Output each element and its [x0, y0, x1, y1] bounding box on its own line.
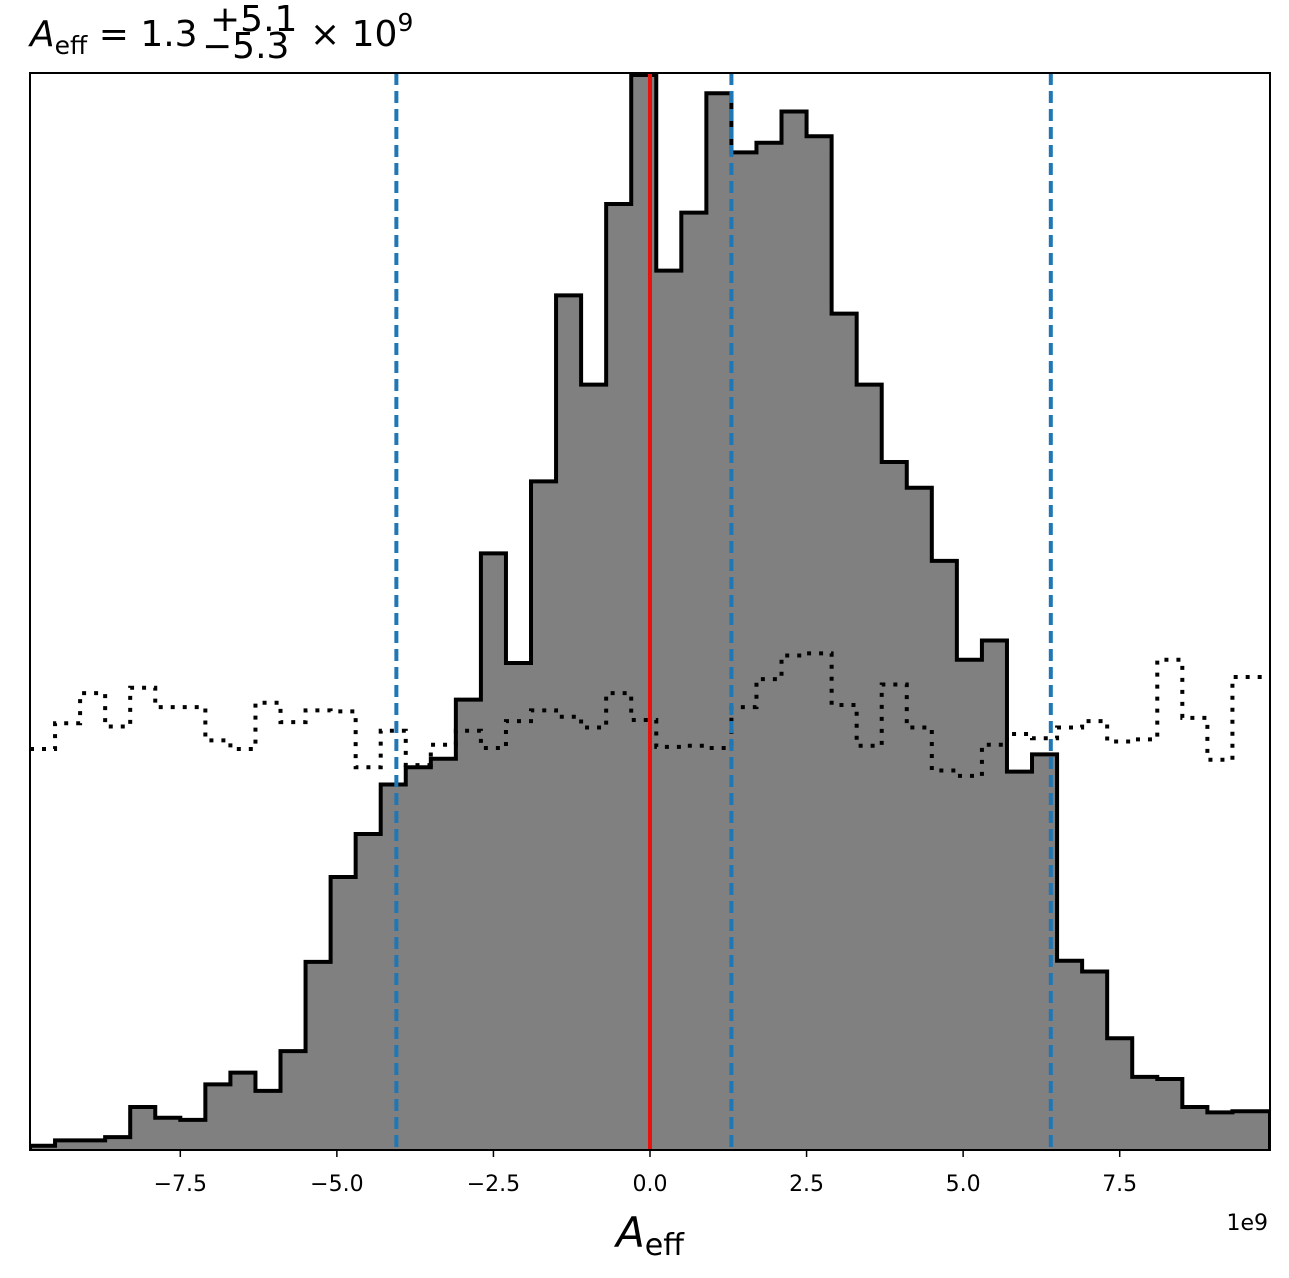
- histogram-bar: [30, 1145, 56, 1150]
- x-axis-ticks: −7.5 −5.0 −2.5 0.0 2.5 5.0 7.5: [154, 1150, 1137, 1197]
- title-lower-error: −5.3: [202, 26, 289, 67]
- histogram-bar: [1182, 1107, 1208, 1150]
- dotted-histogram-outline: [30, 651, 1270, 778]
- histogram-bar: [205, 1084, 232, 1150]
- title-base: 10: [352, 14, 398, 55]
- histogram-bar: [831, 313, 858, 1150]
- histogram-bar: [1157, 1079, 1183, 1150]
- histogram-bar: [405, 767, 432, 1150]
- histogram-bar: [480, 553, 507, 1150]
- histogram-bar: [631, 75, 657, 1150]
- x-tick-label: −7.5: [154, 1172, 207, 1197]
- histogram-bar: [55, 1140, 81, 1150]
- histogram-bar: [180, 1119, 206, 1150]
- x-axis-offset-label: 1e9: [1226, 1211, 1268, 1236]
- histogram-bar: [981, 640, 1008, 1150]
- histogram-bar: [1232, 1111, 1270, 1150]
- histogram-bar: [305, 961, 332, 1150]
- histogram-bar: [606, 204, 632, 1150]
- x-tick-label: 7.5: [1102, 1172, 1137, 1197]
- histogram-bar: [280, 1051, 307, 1150]
- histogram-bar: [105, 1137, 131, 1150]
- histogram-bar: [731, 152, 758, 1150]
- x-axis-label-subscript: eff: [645, 1228, 685, 1263]
- x-axis-label: Aeff: [613, 1208, 685, 1263]
- histogram-bar: [531, 481, 557, 1150]
- histogram-bar: [881, 462, 908, 1150]
- histogram-bar: [706, 93, 733, 1150]
- histogram-bar: [756, 142, 783, 1150]
- x-tick-label: 2.5: [789, 1172, 824, 1197]
- title-scale: × 109: [310, 8, 413, 55]
- title-exponent: 9: [397, 8, 413, 37]
- histogram-bar: [255, 1090, 282, 1150]
- histogram-bar: [1032, 754, 1058, 1150]
- reference-lines: [394, 73, 1053, 1150]
- title-times: ×: [310, 14, 340, 55]
- filled-histogram-outline: [30, 73, 1270, 1150]
- histogram-bar: [931, 560, 958, 1150]
- histogram-bar: [1057, 960, 1083, 1150]
- chart-title: Aeff = 1.3: [28, 14, 198, 60]
- histogram-bar: [355, 833, 382, 1150]
- histogram-bar: [230, 1072, 257, 1150]
- histogram-bar: [956, 659, 983, 1150]
- x-tick-label: −5.0: [310, 1172, 363, 1197]
- histogram-bar: [681, 212, 707, 1150]
- histogram-bar: [856, 384, 883, 1150]
- x-tick-label: 5.0: [946, 1172, 981, 1197]
- histogram-bar: [781, 111, 808, 1150]
- histogram-bar: [1207, 1112, 1234, 1150]
- histogram-bar: [430, 758, 457, 1150]
- histogram-bar: [130, 1107, 156, 1150]
- histogram-bar: [80, 1140, 106, 1150]
- histogram-bar: [556, 295, 582, 1150]
- histogram-bar: [1006, 771, 1033, 1150]
- histogram-bars: [30, 75, 1270, 1150]
- title-value: 1.3: [140, 14, 197, 55]
- x-tick-label: −2.5: [467, 1172, 520, 1197]
- histogram-bar: [581, 384, 607, 1150]
- title-upper-error: +5.1: [210, 0, 297, 40]
- histogram-bar: [505, 663, 532, 1150]
- x-tick-label: 0.0: [633, 1172, 668, 1197]
- histogram-bar: [806, 136, 833, 1150]
- histogram-bar: [330, 876, 357, 1150]
- histogram-bar: [1132, 1076, 1158, 1150]
- plot-area: [30, 73, 1270, 1150]
- histogram-bar: [1107, 1038, 1133, 1150]
- x-axis-label-symbol: A: [613, 1208, 645, 1257]
- histogram-bar: [455, 699, 482, 1150]
- title-symbol-subscript: eff: [55, 31, 88, 60]
- histogram-bar: [656, 270, 682, 1150]
- histogram-bar: [1082, 971, 1108, 1150]
- title-symbol: A: [28, 14, 55, 55]
- histogram-bar: [380, 784, 407, 1150]
- histogram-bar: [906, 487, 933, 1150]
- histogram-bar: [155, 1117, 181, 1150]
